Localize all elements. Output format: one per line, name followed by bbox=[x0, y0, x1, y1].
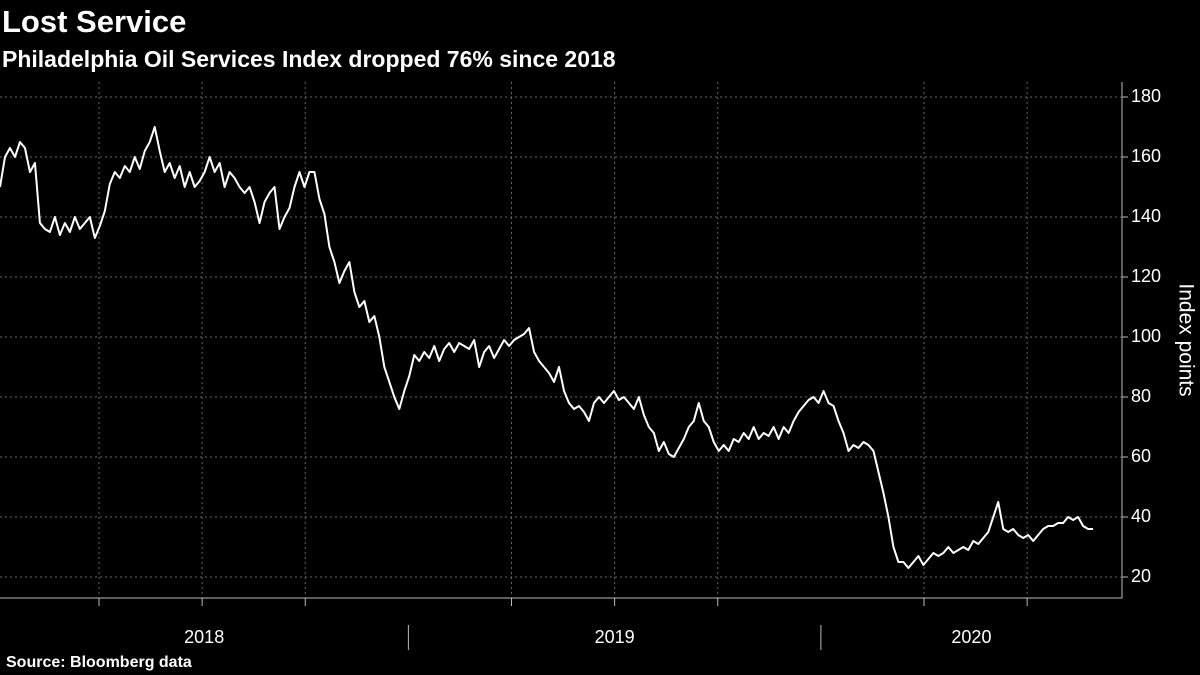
x-tick-label: 2019 bbox=[595, 627, 635, 647]
y-tick-label: 60 bbox=[1131, 446, 1151, 466]
chart-title: Lost Service bbox=[2, 4, 186, 39]
y-axis-label: Index points bbox=[1174, 283, 1197, 396]
source-note: Source: Bloomberg data bbox=[6, 654, 192, 671]
y-tick-label: 160 bbox=[1131, 146, 1161, 166]
data-line bbox=[0, 126, 1094, 569]
y-tick-label: 40 bbox=[1131, 506, 1151, 526]
x-tick-label: 2020 bbox=[951, 627, 991, 647]
y-tick-label: 180 bbox=[1131, 86, 1161, 106]
y-tick-label: 80 bbox=[1131, 386, 1151, 406]
y-tick-label: 120 bbox=[1131, 266, 1161, 286]
y-tick-label: 20 bbox=[1131, 566, 1151, 586]
y-tick-label: 140 bbox=[1131, 206, 1161, 226]
x-tick-label: 2018 bbox=[184, 627, 224, 647]
y-tick-label: 100 bbox=[1131, 326, 1161, 346]
chart-subtitle: Philadelphia Oil Services Index dropped … bbox=[2, 46, 616, 72]
